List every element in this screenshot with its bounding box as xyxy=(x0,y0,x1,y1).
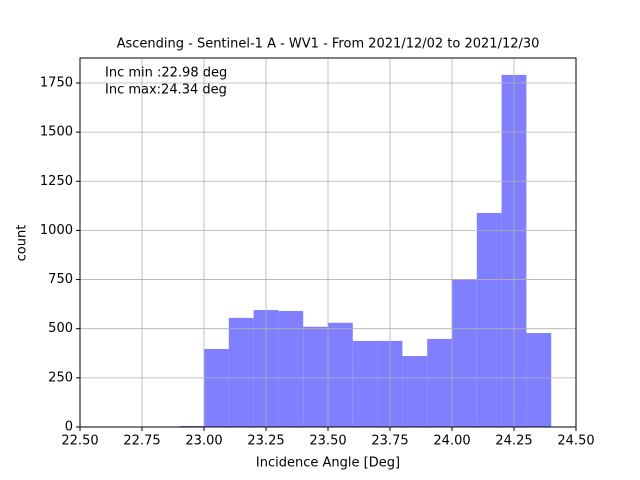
x-tick-label: 23.50 xyxy=(309,434,346,449)
y-tick-label: 1250 xyxy=(40,174,73,189)
x-tick-label: 24.50 xyxy=(557,434,594,449)
bar xyxy=(278,311,304,427)
x-tick-label: 23.25 xyxy=(247,434,284,449)
bar xyxy=(303,326,328,427)
bar xyxy=(452,278,477,427)
x-tick-label: 22.50 xyxy=(61,434,98,449)
x-tick-label: 22.75 xyxy=(123,434,160,449)
bar xyxy=(526,333,552,427)
bar xyxy=(352,340,378,427)
x-axis-label: Incidence Angle [Deg] xyxy=(256,456,400,471)
annotation: Inc min :22.98 deg xyxy=(105,66,227,81)
x-tick-label: 24.25 xyxy=(495,434,532,449)
y-tick-label: 1750 xyxy=(40,75,73,90)
bar xyxy=(228,317,254,427)
bar xyxy=(427,338,452,427)
x-tick-label: 23.00 xyxy=(185,434,222,449)
y-tick-label: 750 xyxy=(48,272,73,287)
y-tick-label: 500 xyxy=(48,321,73,336)
y-axis-label: count xyxy=(15,225,30,262)
x-tick-label: 24.00 xyxy=(433,434,470,449)
bar xyxy=(402,356,428,427)
y-tick-label: 0 xyxy=(65,420,73,435)
y-tick-label: 1000 xyxy=(40,223,73,238)
bar xyxy=(476,212,502,427)
plot-frame xyxy=(79,57,577,428)
y-tick-label: 1500 xyxy=(40,125,73,140)
bar xyxy=(328,322,353,427)
y-tick-label: 250 xyxy=(48,370,73,385)
bar xyxy=(204,348,229,427)
annotation: Inc max:24.34 deg xyxy=(105,83,227,98)
x-tick-label: 23.75 xyxy=(371,434,408,449)
chart-title: Ascending - Sentinel-1 A - WV1 - From 20… xyxy=(117,37,540,52)
